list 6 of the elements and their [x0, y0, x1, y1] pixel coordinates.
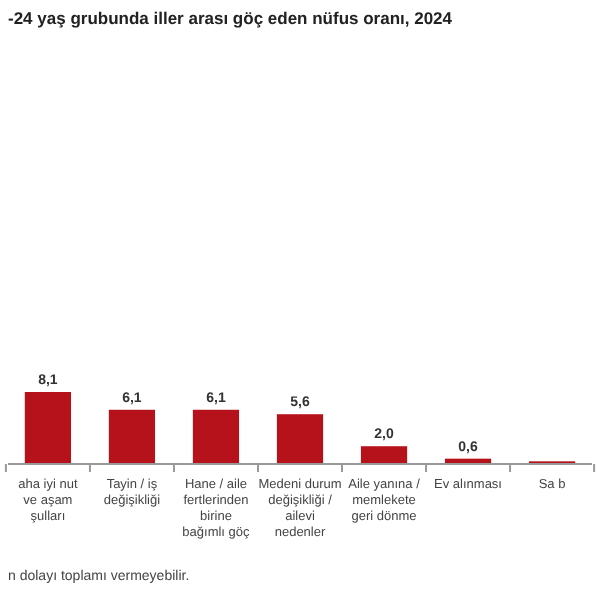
- bar: [276, 414, 324, 464]
- bar: [24, 392, 72, 464]
- bar: [360, 446, 408, 464]
- bar: [192, 409, 240, 464]
- chart-title: -24 yaş grubunda iller arası göç eden nüfus oranı, 2024: [8, 8, 453, 28]
- bar: [108, 409, 156, 464]
